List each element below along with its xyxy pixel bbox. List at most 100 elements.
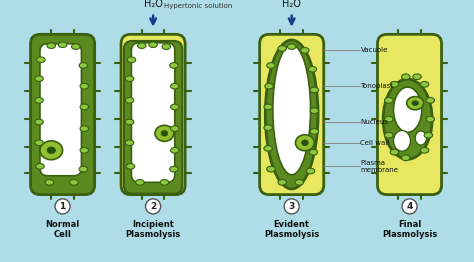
Ellipse shape (383, 79, 432, 159)
Ellipse shape (295, 179, 303, 185)
Ellipse shape (278, 179, 286, 185)
Ellipse shape (390, 81, 399, 87)
Ellipse shape (301, 47, 309, 53)
FancyBboxPatch shape (377, 34, 442, 195)
Text: Normal
Cell: Normal Cell (46, 220, 80, 239)
Ellipse shape (80, 83, 89, 89)
Ellipse shape (265, 83, 273, 89)
Ellipse shape (310, 87, 319, 93)
Ellipse shape (36, 57, 45, 63)
Ellipse shape (407, 97, 424, 110)
Ellipse shape (426, 116, 435, 122)
Ellipse shape (40, 141, 63, 160)
Ellipse shape (79, 63, 88, 68)
Ellipse shape (155, 125, 174, 141)
Text: Vacuole: Vacuole (361, 47, 388, 53)
Text: 2: 2 (150, 202, 156, 211)
Ellipse shape (308, 66, 317, 72)
Ellipse shape (393, 87, 422, 132)
Text: Tonoplast: Tonoplast (361, 83, 393, 89)
Ellipse shape (35, 119, 43, 125)
Text: 1: 1 (59, 202, 66, 211)
Ellipse shape (149, 42, 157, 47)
Ellipse shape (161, 130, 168, 136)
Ellipse shape (390, 149, 399, 155)
Ellipse shape (162, 44, 171, 50)
Ellipse shape (79, 166, 88, 172)
Ellipse shape (126, 163, 135, 169)
Circle shape (146, 199, 161, 214)
Ellipse shape (306, 168, 315, 174)
Text: Nucleus: Nucleus (361, 119, 389, 125)
Text: Hypertonic solution: Hypertonic solution (164, 3, 233, 9)
Ellipse shape (80, 126, 89, 132)
Ellipse shape (72, 44, 80, 50)
Ellipse shape (426, 97, 435, 103)
Text: H₂O: H₂O (282, 0, 301, 9)
FancyBboxPatch shape (131, 43, 175, 182)
Ellipse shape (125, 140, 134, 146)
Ellipse shape (125, 119, 134, 125)
Ellipse shape (267, 63, 275, 68)
Ellipse shape (125, 97, 134, 103)
Ellipse shape (35, 76, 43, 81)
Ellipse shape (384, 132, 393, 138)
FancyBboxPatch shape (260, 34, 324, 195)
Ellipse shape (420, 81, 429, 87)
Ellipse shape (80, 104, 89, 110)
Circle shape (55, 199, 70, 214)
Ellipse shape (58, 42, 67, 47)
Ellipse shape (70, 179, 78, 185)
Ellipse shape (401, 155, 410, 161)
FancyBboxPatch shape (124, 41, 182, 194)
Ellipse shape (301, 140, 308, 146)
Ellipse shape (170, 166, 178, 172)
Ellipse shape (393, 130, 410, 151)
Circle shape (402, 199, 417, 214)
Ellipse shape (35, 97, 43, 103)
Ellipse shape (137, 43, 146, 48)
Ellipse shape (310, 129, 319, 134)
Text: Cell wall: Cell wall (361, 140, 390, 146)
Ellipse shape (125, 76, 134, 81)
Ellipse shape (160, 179, 169, 185)
FancyBboxPatch shape (30, 34, 95, 195)
FancyBboxPatch shape (121, 34, 185, 195)
Ellipse shape (273, 45, 310, 175)
Ellipse shape (287, 44, 296, 50)
Ellipse shape (401, 74, 410, 80)
Ellipse shape (415, 131, 427, 145)
Ellipse shape (412, 101, 419, 106)
Circle shape (284, 199, 299, 214)
Text: 4: 4 (406, 202, 413, 211)
Text: 3: 3 (289, 202, 295, 211)
Ellipse shape (127, 57, 136, 63)
Ellipse shape (413, 74, 421, 80)
Ellipse shape (265, 40, 318, 189)
Ellipse shape (424, 132, 433, 138)
Ellipse shape (171, 83, 179, 89)
Text: Plasma
membrane: Plasma membrane (361, 160, 399, 173)
Ellipse shape (170, 63, 178, 68)
Text: Incipient
Plasmolysis: Incipient Plasmolysis (126, 220, 181, 239)
Text: Final
Plasmolysis: Final Plasmolysis (382, 220, 437, 239)
Ellipse shape (47, 43, 55, 48)
Ellipse shape (47, 147, 55, 154)
Ellipse shape (384, 116, 393, 122)
Ellipse shape (264, 125, 273, 130)
Ellipse shape (309, 149, 318, 155)
Ellipse shape (171, 148, 179, 153)
Ellipse shape (384, 97, 393, 103)
Ellipse shape (171, 104, 179, 110)
Ellipse shape (310, 108, 319, 113)
Ellipse shape (171, 126, 179, 132)
Ellipse shape (136, 179, 144, 185)
Ellipse shape (264, 146, 273, 151)
Ellipse shape (264, 104, 273, 110)
Ellipse shape (420, 148, 429, 153)
Text: H₂O: H₂O (144, 0, 163, 9)
Ellipse shape (36, 163, 44, 169)
Ellipse shape (267, 166, 275, 172)
Ellipse shape (45, 179, 54, 185)
Ellipse shape (295, 135, 314, 151)
